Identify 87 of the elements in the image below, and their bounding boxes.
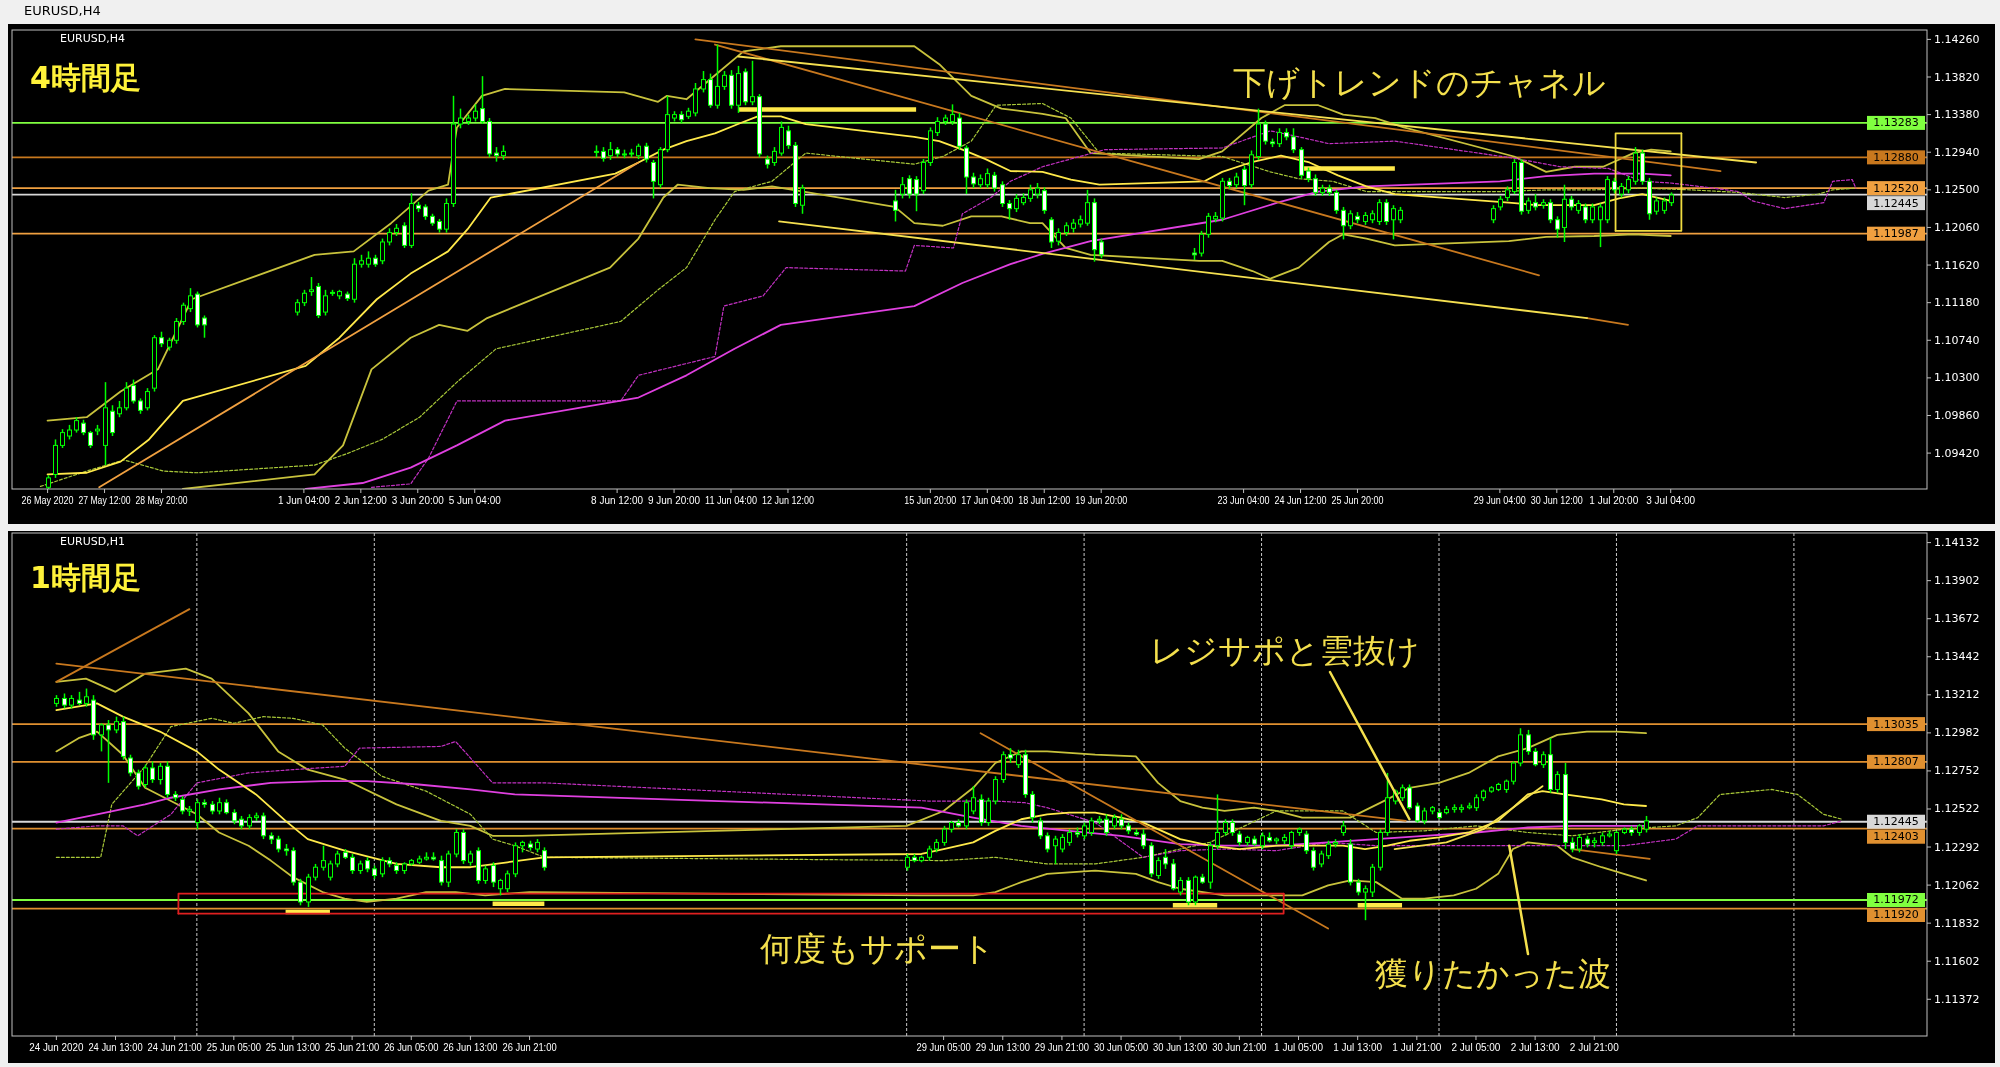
x-tick-label: 28 May 20:00: [135, 495, 197, 506]
x-tick-label: 25 Jun 13:00: [265, 1042, 324, 1053]
y-tick-label: 1.13902: [1934, 574, 1980, 588]
x-tick-label: 30 Jun 13:00: [1153, 1042, 1211, 1053]
y-tick-label: 1.13820: [1934, 70, 1980, 84]
x-tick-label: 25 Jun 20:00: [1331, 495, 1390, 506]
ref-line-label: 1.11920: [1873, 908, 1919, 922]
annotation: 獲りたかった波: [1375, 954, 1611, 993]
x-tick-label: 15 Jun 20:00: [904, 495, 963, 506]
y-tick-label: 1.11620: [1934, 258, 1980, 272]
y-tick-label: 1.14132: [1934, 536, 1980, 550]
x-tick-label: 19 Jun 20:00: [1075, 495, 1134, 506]
x-tick-label: 9 Jun 20:00: [648, 495, 701, 506]
x-tick-label: 24 Jun 21:00: [147, 1042, 206, 1053]
annotation: 下げトレンドのチャネル: [1233, 63, 1606, 102]
x-tick-label: 5 Jun 04:00: [448, 495, 502, 506]
y-tick-label: 1.14260: [1934, 32, 1980, 46]
x-tick-label: 1 Jul 05:00: [1274, 1042, 1324, 1053]
y-tick-label: 1.12752: [1934, 764, 1980, 778]
y-tick-label: 1.10300: [1934, 371, 1980, 385]
x-tick-label: 1 Jul 21:00: [1392, 1042, 1442, 1053]
chart-title: EURUSD,H4: [60, 32, 125, 45]
text: EURUSD,H4: [24, 3, 101, 18]
y-tick-label: 1.13380: [1934, 108, 1980, 122]
x-tick-label: 2 Jul 13:00: [1510, 1042, 1561, 1053]
x-tick-label: 29 Jun 05:00: [916, 1042, 975, 1053]
x-tick-label: 24 Jun 12:00: [1274, 495, 1333, 506]
x-tick-label: 17 Jun 04:00: [961, 495, 1020, 506]
x-tick-label: 8 Jun 12:00: [591, 495, 644, 506]
ref-line-label: 1.12520: [1873, 181, 1919, 195]
y-tick-label: 1.12062: [1934, 878, 1980, 892]
y-tick-label: 1.12500: [1934, 183, 1980, 197]
y-tick-label: 1.13442: [1934, 650, 1980, 664]
x-tick-label: 25 Jun 05:00: [206, 1042, 265, 1053]
ref-line-label: 1.11987: [1873, 227, 1919, 241]
annotation: 何度もサポート: [760, 929, 995, 968]
x-tick-label: 30 Jun 05:00: [1093, 1042, 1152, 1053]
y-tick-label: 1.12292: [1934, 840, 1980, 854]
y-tick-label: 1.12060: [1934, 220, 1980, 234]
y-tick-label: 1.09420: [1934, 446, 1980, 460]
x-tick-label: 25 Jun 21:00: [325, 1042, 383, 1053]
x-tick-label: 30 Jun 12:00: [1530, 495, 1589, 506]
x-tick-label: 12 Jun 12:00: [761, 495, 820, 506]
ref-line-label: 1.12445: [1873, 815, 1919, 829]
ref-line-label: 1.11972: [1873, 893, 1919, 907]
y-tick-label: 1.13212: [1934, 688, 1980, 702]
ref-line-label: 1.12807: [1873, 755, 1919, 769]
x-tick-label: 23 Jun 04:00: [1217, 495, 1276, 506]
y-tick-label: 1.11602: [1934, 954, 1980, 968]
annotation: レジサポと雲抜け: [1150, 631, 1420, 670]
ref-line-label: 1.12445: [1873, 196, 1919, 210]
x-tick-label: 26 Jun 21:00: [502, 1042, 561, 1053]
y-tick-label: 1.10740: [1934, 333, 1980, 347]
y-tick-label: 1.11180: [1934, 296, 1980, 310]
x-tick-label: 30 Jun 21:00: [1212, 1042, 1271, 1053]
y-tick-label: 1.11372: [1934, 992, 1980, 1006]
ref-line-label: 1.12403: [1873, 830, 1919, 844]
x-tick-label: 24 Jun 13:00: [88, 1042, 147, 1053]
x-tick-label: 3 Jul 04:00: [1646, 495, 1696, 506]
x-tick-label: 26 Jun 05:00: [384, 1042, 442, 1053]
x-tick-label: 26 Jun 13:00: [443, 1042, 502, 1053]
x-tick-label: 26 May 2020: [21, 495, 80, 506]
chart-title: EURUSD,H1: [60, 535, 125, 548]
x-tick-label: 11 Jun 04:00: [705, 495, 763, 506]
x-tick-label: 2 Jul 21:00: [1569, 1042, 1620, 1053]
ref-line-label: 1.13283: [1873, 116, 1919, 130]
x-tick-label: 2 Jul 05:00: [1451, 1042, 1501, 1053]
x-tick-label: 2 Jun 12:00: [334, 495, 388, 506]
x-tick-label: 24 Jun 2020: [29, 1042, 85, 1053]
y-tick-label: 1.12522: [1934, 802, 1980, 816]
x-tick-label: 3 Jun 20:00: [391, 495, 445, 506]
x-tick-label: 1 Jul 13:00: [1333, 1042, 1383, 1053]
x-tick-label: 29 Jun 21:00: [1034, 1042, 1093, 1053]
y-tick-label: 1.12940: [1934, 145, 1980, 159]
y-tick-label: 1.11832: [1934, 916, 1980, 930]
ref-line-label: 1.13035: [1873, 717, 1919, 731]
y-tick-label: 1.13672: [1934, 612, 1980, 626]
y-tick-label: 1.09860: [1934, 408, 1980, 422]
x-tick-label: 1 Jul 20:00: [1589, 495, 1639, 506]
x-tick-label: 1 Jun 04:00: [277, 495, 331, 506]
x-tick-label: 18 Jun 12:00: [1018, 495, 1077, 506]
ref-line-label: 1.12880: [1873, 150, 1919, 164]
annotation: 1時間足: [30, 560, 141, 595]
y-tick-label: 1.12982: [1934, 726, 1980, 740]
x-tick-label: 29 Jun 04:00: [1473, 495, 1532, 506]
x-tick-label: 29 Jun 13:00: [975, 1042, 1034, 1053]
annotation: 4時間足: [30, 60, 141, 95]
